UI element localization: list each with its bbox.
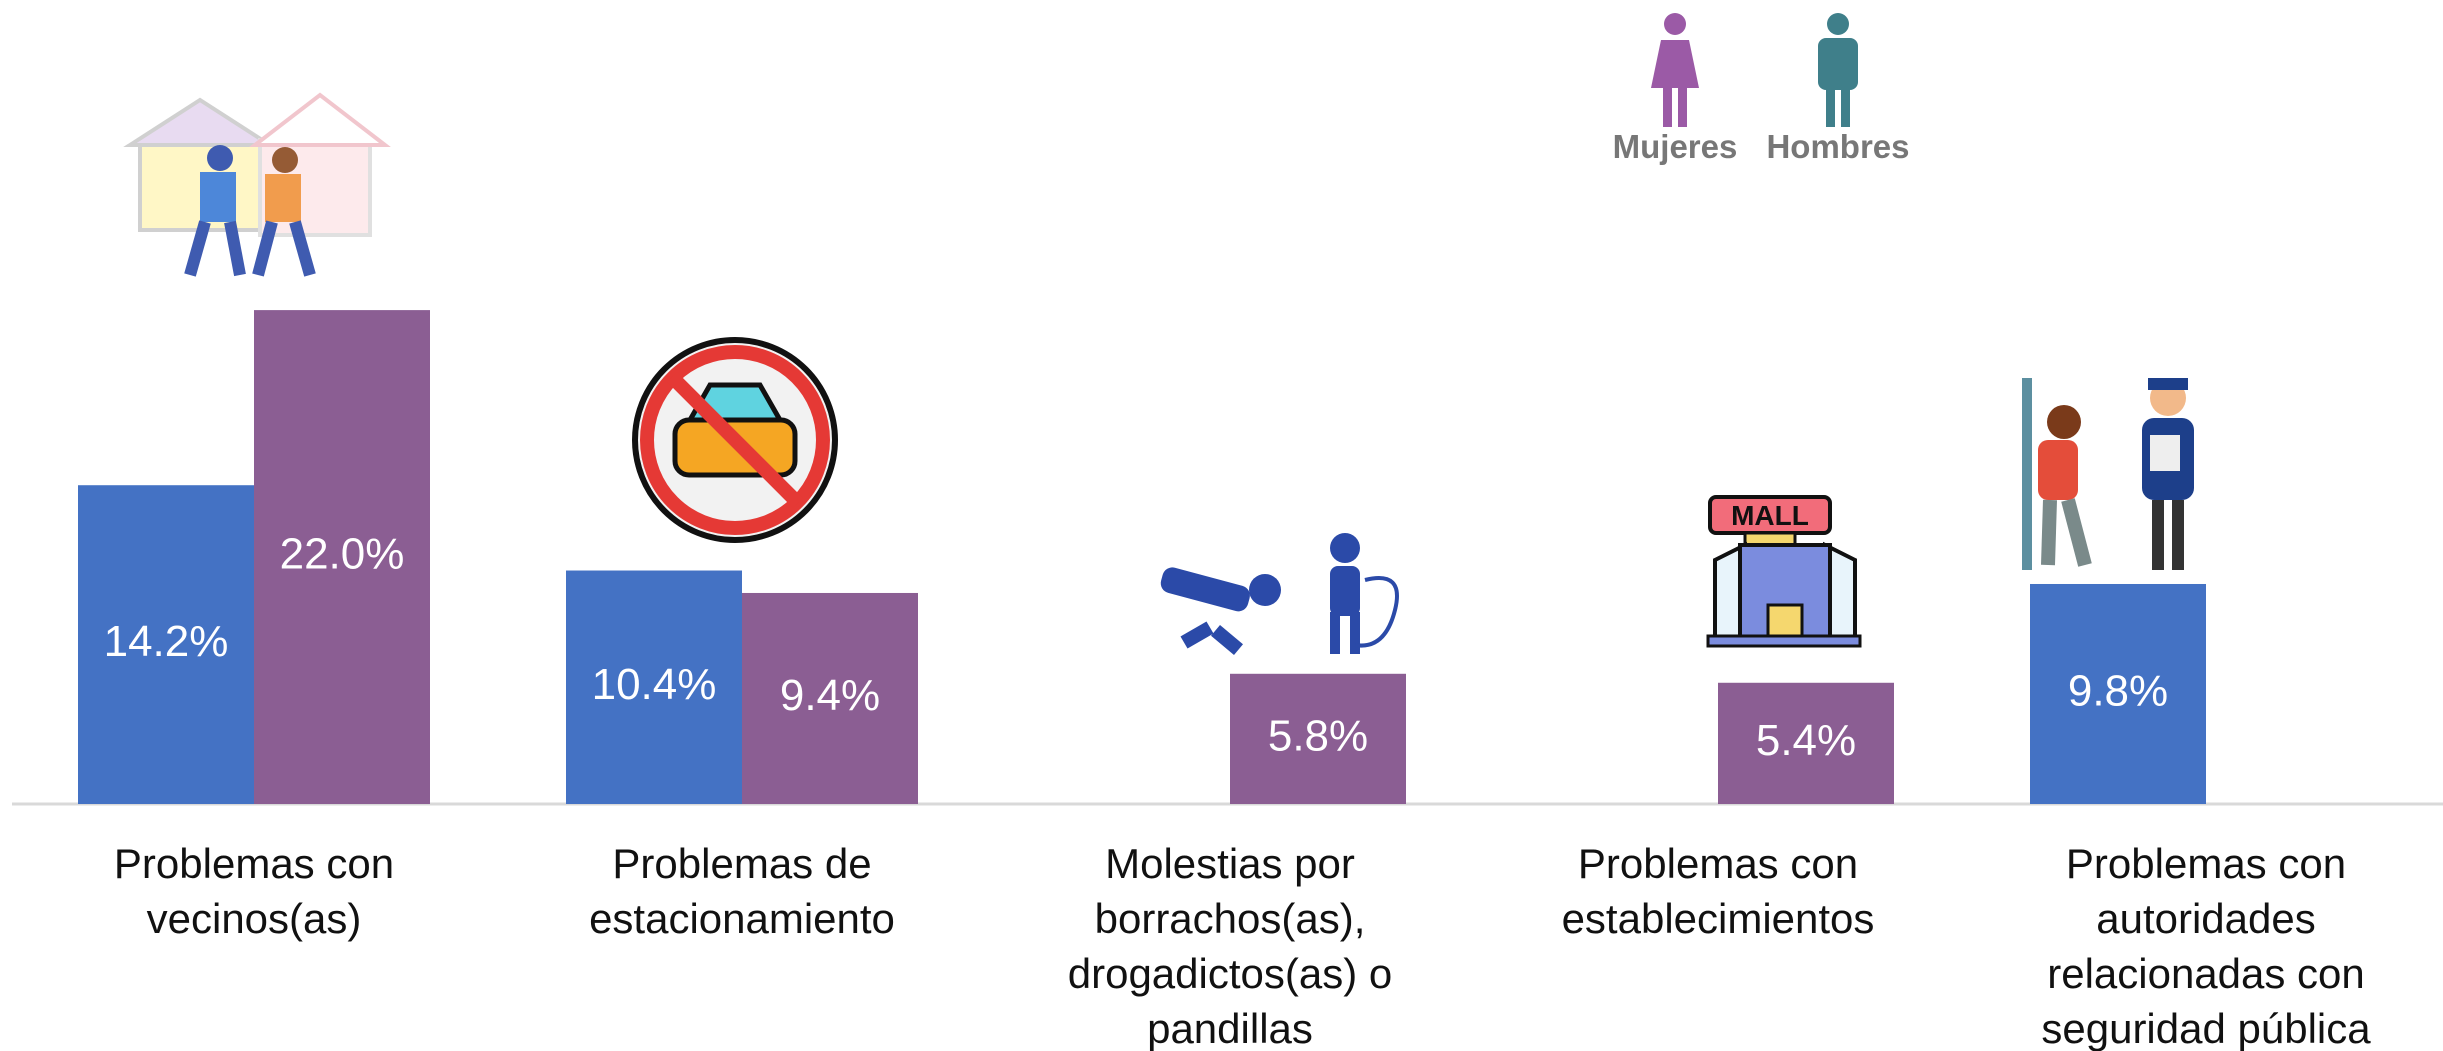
x-tick-label: Problemas con establecimientos xyxy=(1562,840,1875,942)
legend-icon xyxy=(1818,38,1858,90)
legend-label: Hombres xyxy=(1766,128,1909,165)
legend-item: Mujeres xyxy=(1613,13,1738,165)
icon-mall: MALL xyxy=(1706,495,1862,648)
bar xyxy=(742,592,918,804)
value-label: 22.0% xyxy=(280,530,405,579)
legend-icon xyxy=(1826,85,1835,127)
icon-drunks xyxy=(1160,533,1399,656)
bar xyxy=(78,485,254,804)
bar xyxy=(1230,673,1406,804)
value-label: 14.2% xyxy=(104,617,229,666)
legend-icon xyxy=(1827,13,1849,35)
icon-no-parking xyxy=(632,337,838,543)
bar xyxy=(254,310,430,804)
legend-icon xyxy=(1841,85,1850,127)
x-tick-label: Problemas con autoridades relacionadas con… xyxy=(2041,840,2371,1051)
bar xyxy=(2030,583,2206,804)
x-tick-label: Problemas con vecinos(as) xyxy=(114,840,394,942)
legend-icon xyxy=(1664,13,1686,35)
bar xyxy=(1718,682,1894,804)
value-label: 5.8% xyxy=(1268,712,1368,761)
legend-item: Hombres xyxy=(1766,13,1910,165)
legend-icon xyxy=(1651,40,1699,88)
x-tick-label: Molestias por borrachos(as), drogadictos(a… xyxy=(1068,840,1393,1051)
legend-icon xyxy=(1663,85,1672,127)
bar xyxy=(566,570,742,804)
legend-label: Mujeres xyxy=(1613,128,1738,165)
value-label: 5.4% xyxy=(1756,716,1856,765)
svg-text:MALL: MALL xyxy=(1731,500,1809,531)
value-label: 9.8% xyxy=(2068,667,2168,716)
icon-police xyxy=(2022,378,2194,570)
legend-icon xyxy=(1678,85,1687,127)
value-label: 9.4% xyxy=(780,671,880,720)
icon-neighbors xyxy=(123,92,391,277)
value-label: 10.4% xyxy=(592,660,717,709)
x-tick-label: Problemas de estacionamiento xyxy=(589,840,895,942)
